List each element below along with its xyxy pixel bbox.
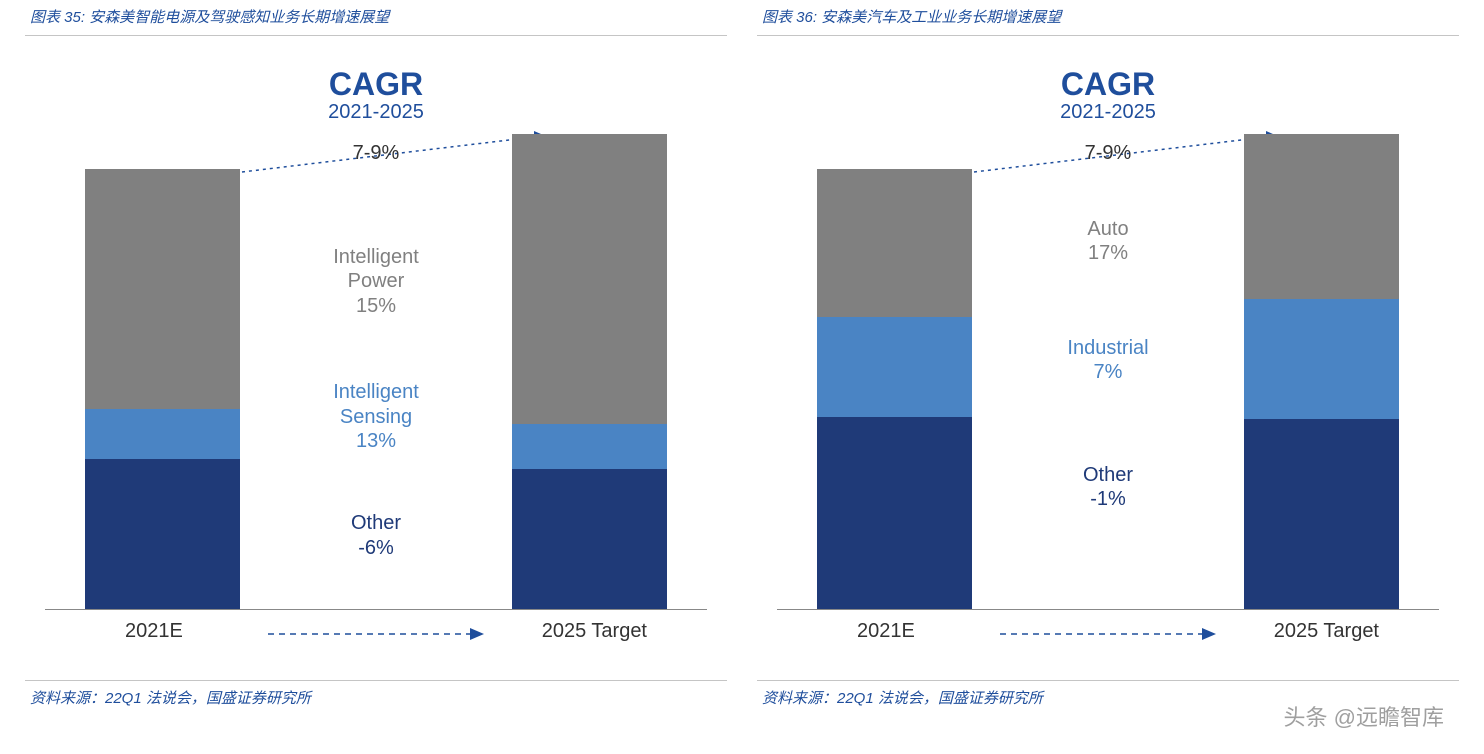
- growth-arrow-icon: [972, 131, 1282, 191]
- segment-value: 15%: [333, 294, 419, 318]
- bar-right-seg-0: [512, 469, 667, 609]
- segment-label-1: IntelligentSensing 13%: [333, 380, 419, 453]
- segment-value: -1%: [1067, 487, 1148, 511]
- timeline-arrow-icon: [266, 624, 486, 642]
- growth-arrow-icon: [240, 131, 550, 191]
- middle-labels: 7-9% IntelligentPower 15% IntelligentSen…: [333, 130, 419, 609]
- bar-left-seg-1: [817, 317, 972, 417]
- chart-area: CAGR 2021-2025 7-9% Auto 17% Industrial 7…: [757, 36, 1459, 676]
- segment-name: Other: [333, 511, 419, 535]
- segment-value: 7%: [1067, 360, 1148, 384]
- segment-name: Other: [1067, 463, 1148, 487]
- bar-left-seg-0: [85, 459, 240, 609]
- bar-left-seg-1: [85, 409, 240, 459]
- bar-right-seg-2: [1244, 134, 1399, 299]
- segment-label-0: Auto 17%: [1067, 217, 1148, 266]
- x-axis: 2021E 2025 Target: [777, 610, 1439, 643]
- segment-label-2: Other -1%: [1067, 463, 1148, 512]
- bar-left-seg-0: [817, 417, 972, 609]
- segment-value: 13%: [333, 429, 419, 453]
- panel-header: 图表 36: 安森美汽车及工业业务长期增速展望: [757, 0, 1459, 36]
- x-label-left: 2021E: [857, 620, 915, 643]
- bar-right-seg-2: [512, 134, 667, 424]
- cagr-subtitle: 2021-2025: [777, 101, 1439, 124]
- segment-name: Industrial: [1067, 336, 1148, 360]
- bar-left: [817, 169, 972, 609]
- middle-labels: 7-9% Auto 17% Industrial 7% Other -1%: [1067, 130, 1148, 609]
- bars-row: 7-9% IntelligentPower 15% IntelligentSen…: [45, 130, 707, 610]
- segment-label-0: IntelligentPower 15%: [333, 245, 419, 318]
- bar-right-seg-1: [512, 424, 667, 469]
- watermark-text: 头条 @远瞻智库: [1284, 700, 1444, 732]
- cagr-title: CAGR: [45, 66, 707, 103]
- bar-left-seg-2: [85, 169, 240, 409]
- bar-left-seg-2: [817, 169, 972, 317]
- x-label-right: 2025 Target: [542, 620, 647, 643]
- bar-right: [1244, 134, 1399, 609]
- bar-right: [512, 134, 667, 609]
- segment-label-2: Other -6%: [333, 511, 419, 560]
- x-label-right: 2025 Target: [1274, 620, 1379, 643]
- chart-area: CAGR 2021-2025 7-9% IntelligentPower 15% …: [25, 36, 727, 676]
- timeline-arrow-icon: [998, 624, 1218, 642]
- bar-left: [85, 169, 240, 609]
- segment-label-1: Industrial 7%: [1067, 336, 1148, 385]
- cagr-title: CAGR: [777, 66, 1439, 103]
- segment-name: IntelligentPower: [333, 245, 419, 294]
- total-growth: 7-9%: [1067, 142, 1148, 165]
- x-axis: 2021E 2025 Target: [45, 610, 707, 643]
- total-growth: 7-9%: [333, 142, 419, 165]
- panel-1: 图表 36: 安森美汽车及工业业务长期增速展望 CAGR 2021-2025 7-…: [757, 0, 1459, 712]
- segment-name: Auto: [1067, 217, 1148, 241]
- panel-header: 图表 35: 安森美智能电源及驾驶感知业务长期增速展望: [25, 0, 727, 36]
- panel-0: 图表 35: 安森美智能电源及驾驶感知业务长期增速展望 CAGR 2021-20…: [25, 0, 727, 712]
- bar-right-seg-0: [1244, 419, 1399, 609]
- bars-row: 7-9% Auto 17% Industrial 7% Other -1%: [777, 130, 1439, 610]
- segment-value: 17%: [1067, 241, 1148, 265]
- x-label-left: 2021E: [125, 620, 183, 643]
- cagr-subtitle: 2021-2025: [45, 101, 707, 124]
- segment-value: -6%: [333, 536, 419, 560]
- segment-name: IntelligentSensing: [333, 380, 419, 429]
- panel-footer: 资料来源：22Q1 法说会，国盛证券研究所: [25, 680, 727, 712]
- bar-right-seg-1: [1244, 299, 1399, 419]
